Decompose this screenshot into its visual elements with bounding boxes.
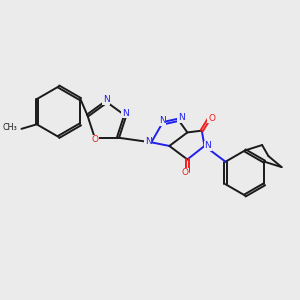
Text: N: N — [145, 137, 152, 146]
Text: N: N — [122, 109, 128, 118]
Text: N: N — [159, 116, 166, 125]
Text: CH₃: CH₃ — [3, 123, 17, 132]
Text: O: O — [91, 135, 98, 144]
Text: O: O — [181, 169, 188, 178]
Text: N: N — [178, 113, 184, 122]
Text: N: N — [204, 141, 211, 150]
Text: N: N — [103, 95, 110, 104]
Text: O: O — [208, 113, 215, 122]
